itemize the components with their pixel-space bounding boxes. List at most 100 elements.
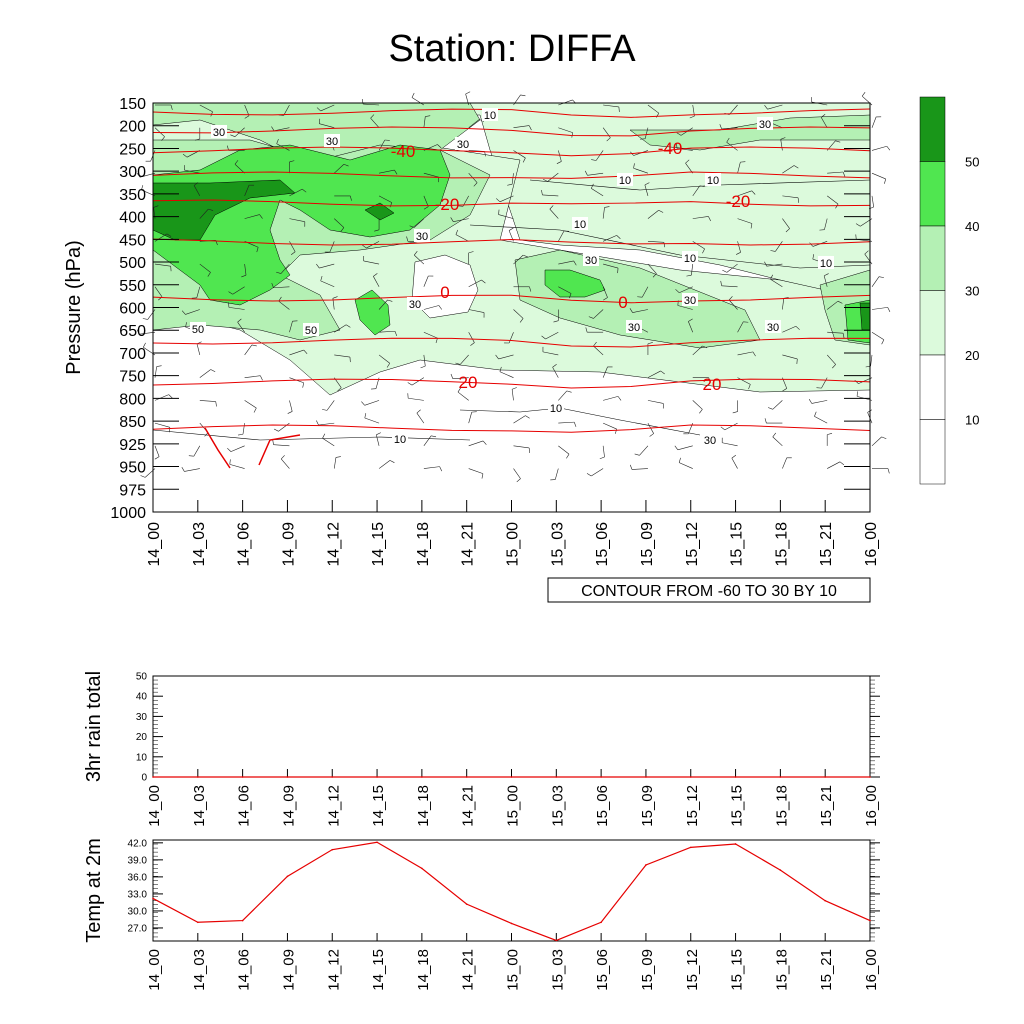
wind-barb-feather (675, 289, 680, 293)
wind-barb (685, 163, 693, 174)
time-tick-label: 15_00 (505, 785, 522, 827)
colorbar-segment (919, 290, 946, 356)
contour-label-box (407, 297, 423, 310)
wind-barb (278, 300, 290, 310)
wind-barb-feather (272, 439, 274, 445)
wind-barb-feather (633, 163, 635, 169)
time-tick-label: 15_03 (549, 949, 566, 991)
wind-barb (139, 331, 156, 335)
wind-barb-feather (599, 456, 605, 460)
wind-barb (455, 234, 469, 242)
wind-barb-feather (335, 456, 341, 458)
wind-barb-feather (702, 345, 708, 349)
wind-barb (780, 139, 783, 151)
wind-barb (513, 445, 530, 449)
time-tick-label: 14_09 (280, 522, 297, 567)
wind-barb (767, 104, 783, 110)
wind-barb (647, 400, 664, 404)
wind-barb (319, 123, 335, 129)
y-tick-label: 33.0 (128, 889, 148, 900)
wind-barb (193, 445, 201, 457)
pressure-tick-label: 1000 (110, 505, 146, 522)
wind-barb (871, 276, 880, 287)
wind-barb (322, 437, 335, 447)
wind-barb-feather (748, 384, 751, 390)
wind-barb-feather (303, 349, 308, 354)
wind-barb (737, 190, 752, 197)
wind-barb-feather (251, 344, 257, 347)
wind-barb-feather (289, 160, 295, 163)
colorbar-segment (919, 96, 946, 162)
wind-barb (871, 195, 874, 208)
time-tick-label: 15_03 (549, 785, 566, 827)
pressure-tick-label: 800 (119, 391, 146, 408)
wind-barb (770, 279, 783, 288)
wind-barb-feather (528, 125, 532, 131)
wind-barb (871, 307, 888, 310)
data-point (869, 776, 871, 778)
time-tick-label: 14_18 (415, 785, 432, 827)
wind-barb-feather (253, 407, 257, 413)
wind-barb (511, 173, 514, 185)
wind-barb (603, 396, 619, 401)
wind-barb (587, 172, 604, 176)
wind-barb-feather (689, 115, 695, 119)
wind-barb (602, 286, 608, 298)
contour-label: 30 (759, 119, 771, 131)
time-tick-label: 15_18 (773, 522, 790, 567)
wind-barb-feather (881, 339, 885, 345)
wind-barb-feather (719, 124, 722, 130)
wind-barb-feather (827, 433, 833, 435)
wind-barb (242, 423, 245, 435)
colorbar: 50 40 30 20 10 (919, 96, 979, 485)
wind-barb (499, 371, 514, 378)
wind-barb-feather (837, 300, 843, 304)
y-tick-label: 50 (136, 672, 148, 683)
wind-barb (602, 207, 605, 219)
wind-barb-feather (362, 244, 367, 249)
wind-barb (378, 195, 392, 203)
wind-barb-feather (629, 308, 633, 313)
wind-barb (408, 397, 424, 401)
wind-barb-feather (302, 382, 304, 388)
wind-barb (871, 331, 885, 340)
wind-barb-feather (280, 455, 285, 460)
contour-label-box (414, 229, 430, 242)
contour-label-box (757, 117, 773, 130)
pressure-tick-label: 200 (119, 119, 146, 136)
wind-barb (647, 210, 659, 219)
wind-barb-feather (751, 190, 756, 195)
wind-barb (423, 195, 429, 207)
wind-barb-feather (361, 401, 365, 406)
data-point (689, 846, 692, 849)
wind-barb (826, 354, 836, 365)
wind-barb-feather (389, 202, 393, 208)
wind-barb-feather (884, 178, 887, 184)
wind-barb (199, 400, 216, 402)
wind-barb (232, 286, 245, 295)
wind-barb-feather (549, 205, 554, 210)
isotherm-surface-spike (258, 434, 301, 466)
wind-barb-feather (674, 445, 679, 451)
wind-barb (631, 468, 648, 470)
wind-barb (320, 104, 335, 112)
wind-barb (278, 422, 290, 432)
wind-barb (603, 104, 619, 108)
wind-barb-feather (439, 466, 443, 472)
time-tick-label: 15_00 (505, 949, 522, 991)
wind-barb (827, 300, 839, 310)
wind-barb-feather (425, 115, 431, 117)
wind-barb-feather (603, 297, 608, 301)
pressure-tick-label: 500 (119, 255, 146, 272)
wind-barb (468, 412, 473, 424)
wind-barb-feather (750, 223, 753, 229)
wind-barb (644, 184, 649, 196)
wind-barb (602, 366, 608, 378)
wind-barb (423, 172, 439, 178)
wind-barb-feather (780, 137, 786, 140)
contour-label-box (572, 217, 588, 230)
wind-barb (468, 332, 475, 343)
wind-barb (871, 145, 887, 151)
wind-barb-feather (855, 223, 861, 227)
wind-barb-feather (752, 351, 756, 357)
